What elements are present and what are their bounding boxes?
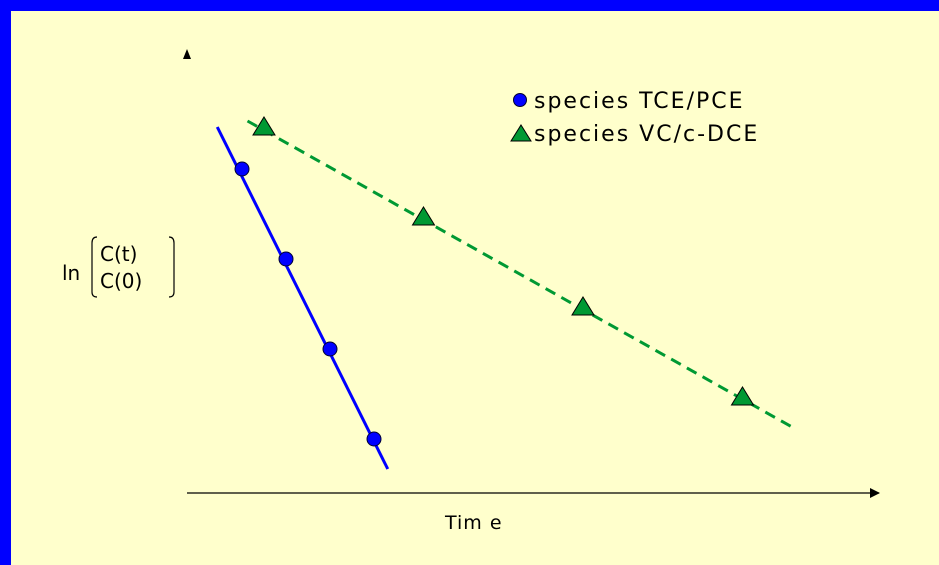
- series-1-point-4: [366, 431, 382, 447]
- series-1-point-2: [278, 251, 294, 267]
- y-label-numerator: C(t): [100, 242, 137, 266]
- legend-circle-icon: [513, 93, 527, 107]
- y-label-right-bracket: [168, 236, 175, 298]
- series-layer: [215, 116, 793, 470]
- series-1-point-1: [234, 161, 250, 177]
- y-axis-arrow-icon: [183, 49, 191, 59]
- y-label-left-bracket: [91, 236, 98, 298]
- series-1-trend-line: [215, 126, 390, 470]
- chart: Tim e ln C(t) C(0) species TCE/PCE speci…: [62, 49, 880, 534]
- series-2-point-4: [730, 386, 755, 406]
- series-2: [246, 116, 793, 429]
- series-2-point-3: [571, 296, 595, 316]
- legend-label-vc-cdce: species VC/c-DCE: [534, 122, 759, 147]
- series-1-point-3: [322, 341, 338, 357]
- series-2-point-2: [411, 206, 436, 226]
- slide-background: Tim e ln C(t) C(0) species TCE/PCE speci…: [11, 11, 939, 565]
- legend: species TCE/PCE species VC/c-DCE: [510, 89, 759, 147]
- x-axis-label: Tim e: [444, 512, 503, 534]
- series-2-point-1: [252, 116, 276, 136]
- y-label-prefix: ln: [62, 261, 80, 285]
- legend-triangle-icon: [510, 124, 532, 142]
- legend-label-tce-pce: species TCE/PCE: [534, 89, 745, 114]
- y-label-denominator: C(0): [100, 269, 142, 293]
- y-axis-label: ln C(t) C(0): [62, 236, 175, 298]
- series-2-trend-line: [246, 119, 793, 429]
- series-1: [215, 126, 390, 470]
